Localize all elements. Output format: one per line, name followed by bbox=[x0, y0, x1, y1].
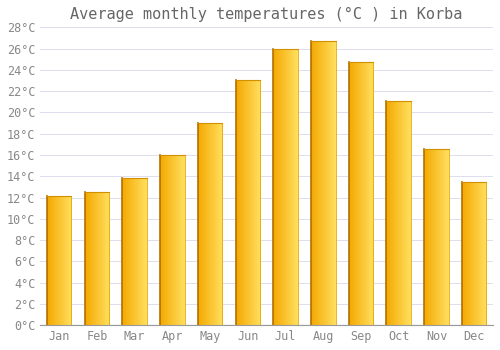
Title: Average monthly temperatures (°C ) in Korba: Average monthly temperatures (°C ) in Ko… bbox=[70, 7, 463, 22]
